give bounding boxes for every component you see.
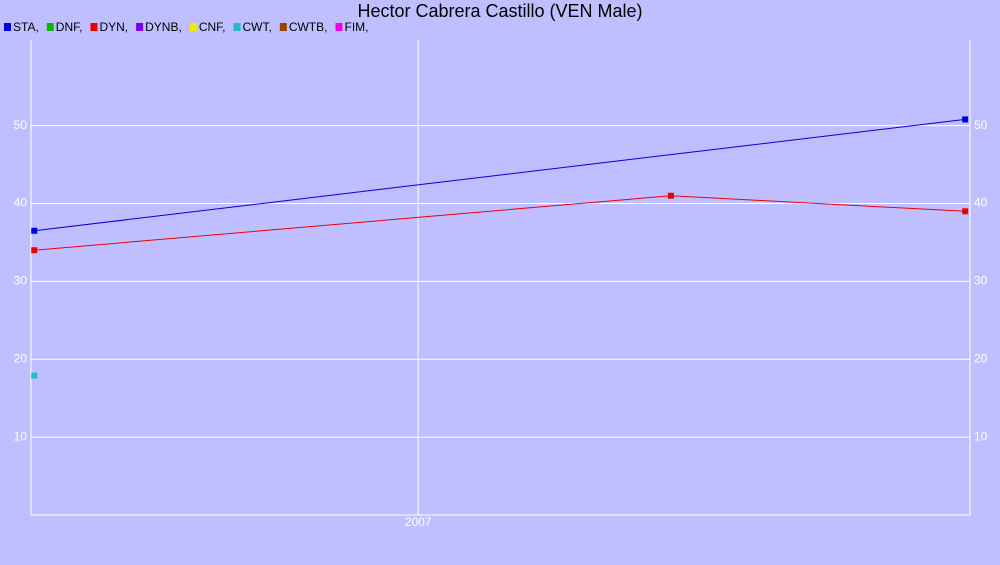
data-point [31, 372, 38, 379]
legend-label: DYN, [99, 20, 128, 34]
y-tick-label: 20 [14, 351, 28, 365]
y-tick-label: 50 [14, 118, 28, 132]
y-tick-label-right: 50 [974, 118, 988, 132]
legend-swatch [136, 23, 144, 31]
legend-swatch [4, 23, 11, 31]
legend-swatch [46, 23, 54, 31]
legend-label: CNF, [199, 20, 226, 34]
legend-label: FIM, [344, 20, 368, 34]
legend-label: DYNB, [145, 20, 182, 34]
legend-swatch [90, 23, 98, 31]
legend-label: CWTB, [289, 20, 328, 34]
data-point [667, 192, 674, 199]
y-tick-label-right: 10 [974, 429, 988, 443]
y-tick-label: 30 [14, 274, 28, 288]
data-point [31, 227, 38, 234]
y-tick-label-right: 40 [974, 196, 988, 210]
legend-swatch [189, 23, 197, 31]
y-tick-label-right: 30 [974, 274, 988, 288]
y-tick-label-right: 20 [974, 351, 988, 365]
legend-swatch [335, 23, 343, 31]
chart-title: Hector Cabrera Castillo (VEN Male) [357, 1, 642, 21]
data-point [962, 116, 969, 123]
series-line [34, 118, 966, 232]
legend-label: CWT, [242, 20, 271, 34]
legend-swatch [279, 23, 287, 31]
data-point [31, 247, 38, 254]
y-tick-label: 10 [14, 429, 28, 443]
legend-label: DNF, [56, 20, 83, 34]
legend-label: STA, [13, 20, 39, 34]
x-tick-label: 2007 [405, 515, 432, 529]
y-tick-label: 40 [14, 196, 28, 210]
legend-swatch [233, 23, 241, 31]
data-point [962, 208, 969, 215]
